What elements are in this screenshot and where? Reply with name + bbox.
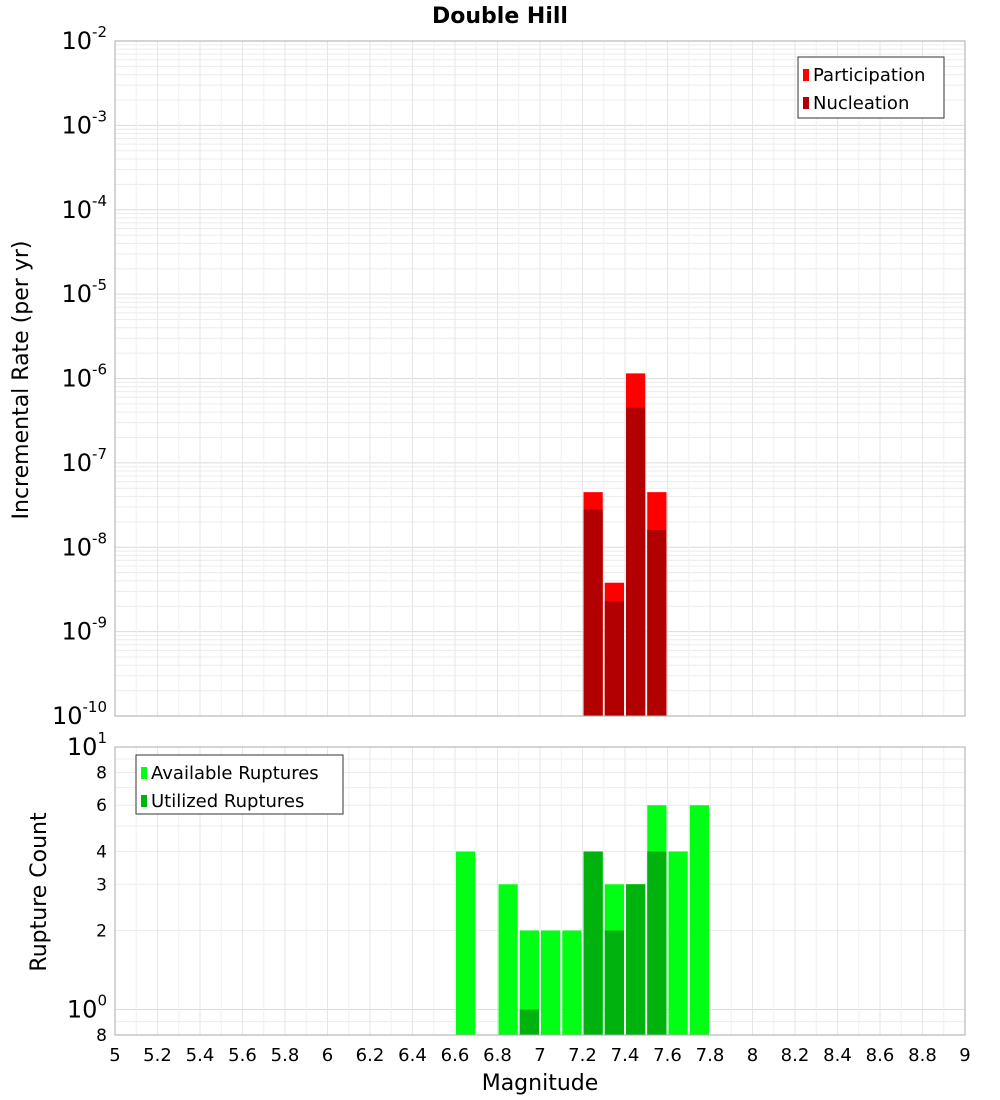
- grid-0: [114, 40, 966, 717]
- x-tick-label: 5.2: [143, 1045, 172, 1066]
- legend-label: Participation: [813, 65, 925, 86]
- x-tick-label: 7.8: [696, 1045, 725, 1066]
- x-tick-label: 5: [109, 1045, 120, 1066]
- x-axis-label: Magnitude: [482, 1071, 599, 1096]
- x-tick-label: 8: [747, 1045, 758, 1066]
- bar-available-ruptures: [562, 930, 582, 1035]
- y-tick-label: 10-4: [61, 192, 107, 224]
- x-tick-label: 6.6: [441, 1045, 470, 1066]
- y-tick-label: 10-3: [61, 107, 107, 139]
- y-tick-label: 6: [96, 796, 107, 816]
- y-ticks-0: 10-2 10-3 10-4 10-5 10-6 10-7 10-8 10-9 10-10: [52, 23, 107, 730]
- plot-frame-1: [114, 746, 966, 1036]
- bar-nucleation: [647, 530, 667, 716]
- legend-swatch: [141, 795, 147, 807]
- bar-available-ruptures: [519, 930, 539, 1035]
- bar-nucleation: [604, 601, 624, 716]
- x-tick-label: 6.4: [398, 1045, 427, 1066]
- bar-available-ruptures: [456, 851, 476, 1035]
- y-tick-label: 10-9: [61, 614, 107, 646]
- y-axis-label-top: Incremental Rate (per yr): [9, 241, 34, 520]
- y-axis-label-bottom: Rupture Count: [27, 812, 52, 972]
- bars-0: [583, 373, 667, 716]
- x-tick-label: 6: [322, 1045, 333, 1066]
- y-tick-label: 8: [96, 763, 107, 783]
- y-tick-label: 10-7: [61, 445, 107, 477]
- x-ticks: 5 5.2 5.4 5.6 5.8 6 6.2 6.4 6.6 6.8 7 7.2 7.4 7.6 7.8 8…: [109, 1045, 970, 1066]
- x-tick-label: 8.2: [781, 1045, 810, 1066]
- y-tick-label: 10-2: [61, 23, 107, 55]
- bar-utilized-ruptures: [519, 1009, 539, 1035]
- x-tick-label: 5.4: [186, 1045, 215, 1066]
- x-tick-label: 7: [534, 1045, 545, 1066]
- plot-frame-0: [114, 40, 966, 717]
- legend-label: Nucleation: [813, 93, 909, 114]
- legend-label: Available Ruptures: [151, 763, 319, 784]
- bars-1: [456, 805, 709, 1035]
- top-panel: 10-2 10-3 10-4 10-5 10-6 10-7 10-8 10-9 10-10 Par…: [52, 23, 966, 730]
- legend-label: Utilized Ruptures: [151, 791, 304, 812]
- bar-utilized-ruptures: [647, 851, 667, 1035]
- bar-nucleation: [583, 509, 603, 716]
- x-tick-label: 5.6: [228, 1045, 257, 1066]
- x-tick-label: 6.2: [356, 1045, 385, 1066]
- y-tick-label: 10-10: [52, 698, 107, 730]
- y-tick-label: 101: [67, 729, 107, 761]
- legend-swatch: [803, 97, 809, 109]
- bar-available-ruptures: [668, 851, 688, 1035]
- legend-box: [797, 56, 945, 119]
- legend-box: [135, 754, 344, 815]
- bar-utilized-ruptures: [626, 884, 646, 1035]
- y-tick-label: 2: [96, 922, 107, 942]
- y-tick-label: 8: [96, 1026, 107, 1046]
- x-tick-label: 7.2: [568, 1045, 597, 1066]
- x-tick-label: 8.6: [866, 1045, 895, 1066]
- y-tick-label: 10-8: [61, 529, 107, 561]
- x-tick-label: 5.8: [271, 1045, 300, 1066]
- bar-nucleation: [626, 407, 646, 716]
- bar-available-ruptures: [498, 884, 518, 1035]
- x-tick-label: 9: [959, 1045, 970, 1066]
- chart-title: Double Hill: [432, 4, 568, 29]
- bar-utilized-ruptures: [583, 851, 603, 1035]
- x-tick-label: 7.6: [653, 1045, 682, 1066]
- bar-utilized-ruptures: [604, 930, 624, 1035]
- y-tick-label: 3: [96, 875, 107, 895]
- legend-swatch: [141, 767, 147, 779]
- y-tick-label: 4: [96, 842, 107, 862]
- y-tick-label: 100: [67, 992, 107, 1024]
- bar-available-ruptures: [689, 805, 709, 1035]
- x-tick-label: 8.4: [823, 1045, 852, 1066]
- x-tick-label: 6.8: [483, 1045, 512, 1066]
- legend-0: Participation Nucleation: [797, 56, 945, 119]
- x-tick-label: 7.4: [611, 1045, 640, 1066]
- legend-swatch: [803, 69, 809, 81]
- x-tick-label: 8.8: [908, 1045, 937, 1066]
- y-tick-label: 10-6: [61, 361, 107, 393]
- bar-available-ruptures: [541, 930, 561, 1035]
- y-tick-label: 10-5: [61, 276, 107, 308]
- legend-1: Available Ruptures Utilized Ruptures: [135, 754, 344, 815]
